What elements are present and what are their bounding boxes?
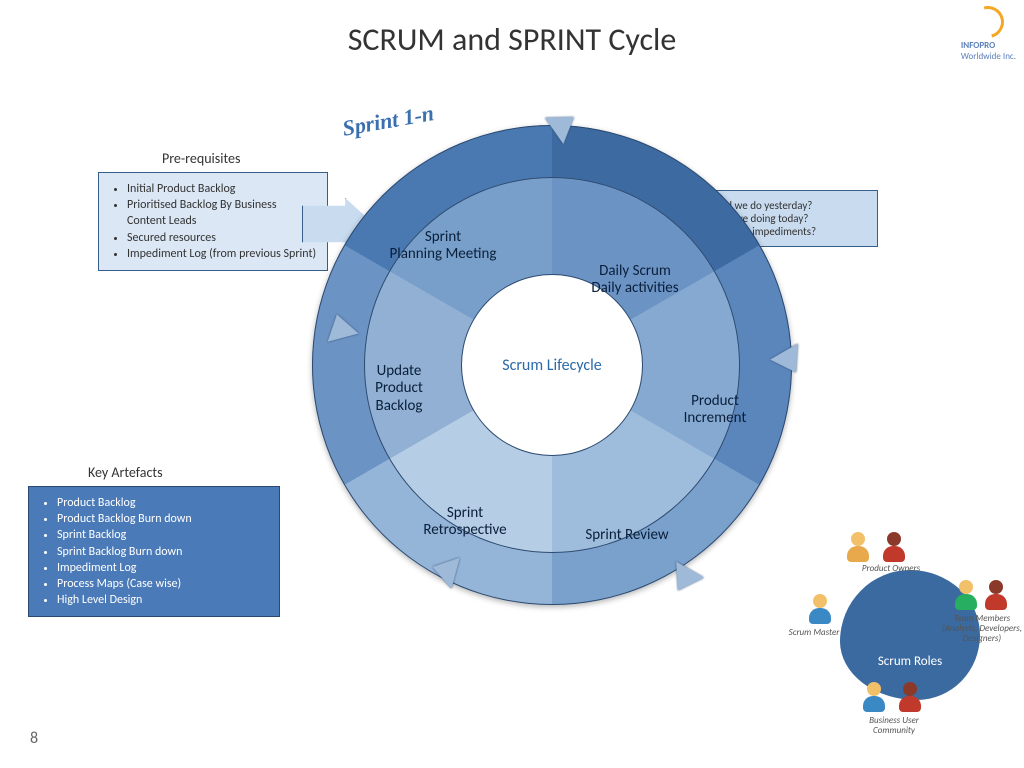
role-label: Product Owners [836,564,946,574]
list-item: Product Backlog [57,495,269,511]
scrum-roles-title: Scrum Roles [800,654,1020,669]
person-icon [844,532,872,562]
list-item: Sprint Backlog [57,527,269,543]
person-icon [952,580,980,610]
role-label: Business UserCommunity [844,716,944,736]
person-icon [880,532,908,562]
page-number: 8 [30,729,38,748]
scrum-roles-diagram: Scrum Roles Product OwnersScrum MasterTe… [800,530,1020,760]
page-title: SCRUM and SPRINT Cycle [0,20,1024,59]
list-item: Secured resources [127,230,317,246]
logo-text-1: INFOPRO [961,40,1016,51]
scrum-cycle-diagram: Scrum Lifecycle SprintPlanning MeetingDa… [312,125,792,605]
role-label: Team Members(Analysts, Developers, Desig… [932,614,1024,644]
list-item: Impediment Log [57,560,269,576]
prerequisites-list: Initial Product BacklogPrioritised Backl… [109,181,317,262]
person-icon [982,580,1010,610]
person-icon [860,682,888,712]
list-item: High Level Design [57,592,269,608]
list-item: Product Backlog Burn down [57,511,269,527]
list-item: Sprint Backlog Burn down [57,544,269,560]
list-item: Initial Product Backlog [127,181,317,197]
logo-text-2: Worldwide Inc. [961,51,1016,62]
key-artefacts-heading: Key Artefacts [88,464,163,481]
logo-swoosh-icon [967,0,1011,44]
prerequisites-box: Initial Product BacklogPrioritised Backl… [98,172,328,271]
key-artefacts-list: Product BacklogProduct Backlog Burn down… [39,495,269,608]
list-item: Process Maps (Case wise) [57,576,269,592]
logo: INFOPRO Worldwide Inc. [961,6,1016,62]
list-item: Impediment Log (from previous Sprint) [127,246,317,262]
prerequisites-heading: Pre-requisites [162,150,240,167]
person-icon [896,682,924,712]
role-label: Scrum Master [774,628,854,638]
person-icon [806,594,834,624]
list-item: Prioritised Backlog By Business Content … [127,197,317,229]
key-artefacts-box: Product BacklogProduct Backlog Burn down… [28,486,280,617]
cycle-center-label: Scrum Lifecycle [462,275,642,455]
